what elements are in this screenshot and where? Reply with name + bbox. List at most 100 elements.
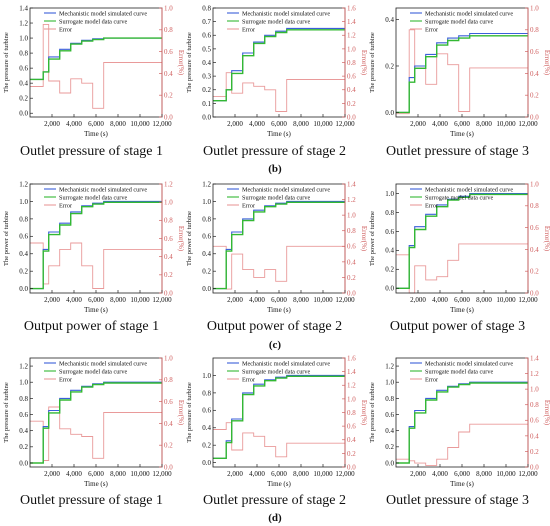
- y2-tick-label: 0.6: [164, 48, 173, 56]
- y2-tick-label: 0.6: [530, 48, 539, 56]
- x-tick-label: 6,000: [88, 120, 104, 128]
- y2-tick-label: 1.2: [347, 196, 356, 204]
- y2-tick-label: 0.6: [347, 73, 356, 81]
- y-tick-label: 1.0: [385, 379, 394, 387]
- y-tick-label: 1.0: [385, 190, 394, 198]
- x-tick-label: 12,000: [335, 120, 355, 128]
- y2-tick-label: 0.2: [347, 100, 356, 108]
- x-tick-label: 6,000: [454, 470, 470, 478]
- x-tick-label: 2,000: [44, 296, 60, 304]
- legend-error-label: Error: [425, 202, 438, 209]
- x-tick-label: 4,000: [249, 120, 265, 128]
- y2-tick-label: 0.4: [530, 70, 539, 78]
- surrogate-series-line: [396, 35, 528, 114]
- y-tick-label: 0.4: [202, 250, 211, 258]
- y-tick-label: 0.8: [202, 389, 211, 397]
- x-tick-label: 2,000: [227, 296, 243, 304]
- y-tick-label: 0.6: [202, 233, 211, 241]
- x-tick-label: 8,000: [293, 470, 309, 478]
- y2-tick-label: 0.4: [347, 86, 356, 94]
- legend-mechanistic-label: Mechanistic model simulated curve: [425, 360, 513, 367]
- y2-tick-label: 1.6: [347, 4, 356, 12]
- y2-tick-label: 0.8: [347, 59, 356, 67]
- mechanistic-series-line: [396, 192, 528, 289]
- x-tick-label: 4,000: [432, 120, 448, 128]
- x-tick-label: 10,000: [496, 296, 516, 304]
- y-tick-label: 0.0: [202, 285, 211, 293]
- row-label-d: (d): [268, 512, 282, 524]
- x-axis-label: Time (s): [84, 480, 108, 488]
- y-axis-label: The pressure of turbine: [3, 32, 10, 93]
- y2-axis-label: Error(%): [177, 400, 185, 426]
- x-tick-label: 4,000: [66, 470, 82, 478]
- y2-tick-label: 0.0: [347, 463, 356, 471]
- x-tick-label: 8,000: [476, 120, 492, 128]
- y-tick-label: 0.2: [202, 442, 211, 450]
- y2-tick-label: 0.0: [164, 289, 173, 297]
- y-tick-label: 0.8: [385, 209, 394, 217]
- y2-tick-label: 0.0: [164, 463, 173, 471]
- y2-tick-label: 0.0: [347, 113, 356, 121]
- mechanistic-series-line: [213, 374, 345, 459]
- y2-tick-label: 0.8: [164, 376, 173, 384]
- y-tick-label: 0.8: [385, 395, 394, 403]
- x-tick-label: 10,000: [130, 120, 150, 128]
- x-tick-label: 10,000: [130, 296, 150, 304]
- y2-tick-label: 0.4: [164, 70, 173, 78]
- error-series-line: [30, 23, 162, 109]
- x-tick-label: 12,000: [335, 470, 355, 478]
- y2-axis-label: Error(%): [177, 226, 185, 252]
- chart-panel-7: 2,000 4,000 6,000 8,000 10,000 12,0000.00.20.…: [3, 354, 185, 488]
- error-series-line: [213, 245, 345, 290]
- panel-caption-8: Outlet pressure of stage 2: [202, 493, 347, 508]
- y2-tick-label: 0.6: [164, 398, 173, 406]
- x-tick-label: 4,000: [249, 296, 265, 304]
- y2-tick-label: 0.8: [530, 202, 539, 210]
- x-tick-label: 4,000: [249, 470, 265, 478]
- y2-tick-label: 0.2: [347, 274, 356, 282]
- x-tick-label: 12,000: [335, 296, 355, 304]
- panel-caption-1: Outlet pressure of stage 1: [19, 144, 164, 159]
- y2-axis-label: Error(%): [360, 226, 368, 252]
- y2-axis-label: Error(%): [543, 50, 550, 76]
- y-tick-label: 0.6: [385, 228, 394, 236]
- x-tick-label: 12,000: [518, 296, 538, 304]
- legend-mechanistic-label: Mechanistic model simulated curve: [425, 10, 513, 17]
- legend-surrogate-label: Surrogate model data curve: [242, 368, 310, 375]
- y-tick-label: 0.0: [19, 459, 28, 467]
- panel-caption-6: Output power of stage 3: [389, 319, 526, 334]
- y2-tick-label: 0.6: [347, 423, 356, 431]
- surrogate-series-line: [213, 29, 345, 102]
- y-tick-label: 0.6: [19, 65, 28, 73]
- panel-caption-2: Outlet pressure of stage 2: [202, 144, 347, 159]
- y-tick-label: 0.3: [202, 73, 211, 81]
- chart-panel-1: 2,000 4,000 6,000 8,000 10,000 12,0000.00.20.…: [3, 4, 185, 138]
- y2-tick-label: 0.8: [347, 227, 356, 235]
- y-tick-label: 0.2: [19, 95, 28, 103]
- legend-mechanistic-label: Mechanistic model simulated curve: [242, 10, 330, 17]
- y2-tick-label: 0.0: [347, 289, 356, 297]
- y-tick-label: 0.0: [19, 110, 28, 118]
- panel-caption-7: Outlet pressure of stage 1: [19, 493, 164, 508]
- x-tick-label: 10,000: [496, 470, 516, 478]
- y2-axis-label: Error(%): [177, 50, 185, 76]
- surrogate-series-line: [396, 193, 528, 289]
- error-series-line: [213, 422, 345, 458]
- legend-error-label: Error: [425, 376, 438, 383]
- error-series-line: [213, 72, 345, 112]
- panel-caption-4: Output power of stage 1: [23, 319, 160, 334]
- y-tick-label: 0.0: [202, 113, 211, 121]
- x-tick-label: 8,000: [110, 120, 126, 128]
- row-label-b: (b): [268, 163, 282, 175]
- x-tick-label: 4,000: [432, 470, 448, 478]
- y-tick-label: 1.2: [385, 362, 394, 370]
- x-axis-label: Time (s): [450, 130, 474, 138]
- x-tick-label: 10,000: [313, 470, 333, 478]
- y-tick-label: 1.0: [19, 34, 28, 42]
- x-axis-label: Time (s): [84, 306, 108, 314]
- legend-surrogate-label: Surrogate model data curve: [425, 194, 493, 201]
- y-tick-label: 0.2: [202, 86, 211, 94]
- y-tick-label: 0.2: [385, 62, 394, 70]
- y-tick-label: 0.2: [202, 268, 211, 276]
- legend-surrogate-label: Surrogate model data curve: [425, 368, 493, 375]
